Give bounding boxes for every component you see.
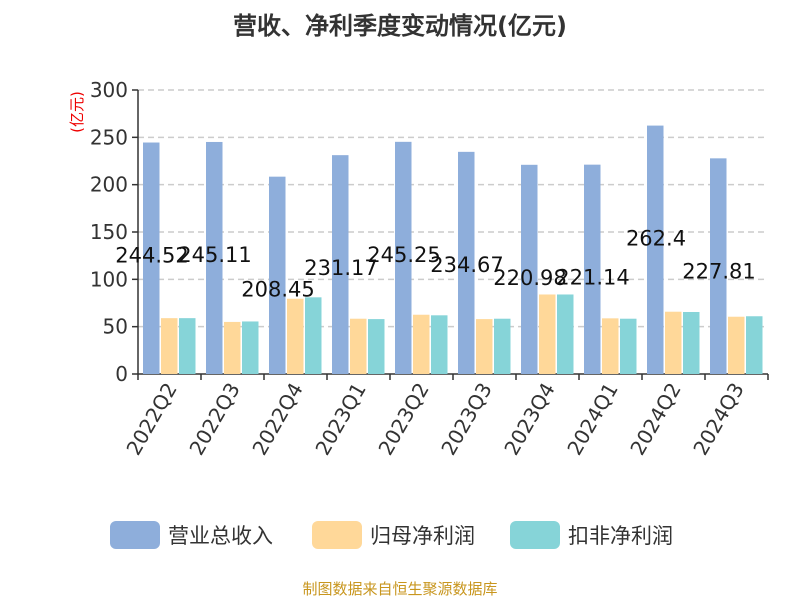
bar-revenue — [710, 158, 727, 374]
x-tick-label: 2024Q3 — [688, 379, 748, 460]
bar-deducted-net-profit — [305, 297, 322, 374]
bar-revenue — [647, 125, 664, 374]
x-tick-label: 2022Q4 — [247, 379, 307, 460]
bar-deducted-net-profit — [431, 315, 448, 374]
x-tick-label: 2024Q2 — [625, 379, 685, 460]
bar-deducted-net-profit — [620, 318, 637, 374]
legend-label: 扣非净利润 — [568, 524, 673, 548]
bar-deducted-net-profit — [557, 294, 574, 374]
y-tick-label: 100 — [90, 267, 128, 291]
bar-net-profit — [665, 311, 682, 374]
x-tick-label: 2023Q2 — [373, 379, 433, 460]
bar-deducted-net-profit — [242, 321, 259, 374]
y-tick-label: 250 — [90, 125, 128, 149]
bar-deducted-net-profit — [179, 318, 196, 374]
bar-deducted-net-profit — [683, 311, 700, 374]
bar-revenue — [458, 151, 475, 374]
data-label: 245.25 — [367, 243, 440, 267]
legend-label: 归母净利润 — [370, 524, 475, 548]
y-tick-label: 200 — [90, 173, 128, 197]
y-tick-label: 0 — [115, 362, 128, 386]
x-tick-label: 2023Q1 — [310, 379, 370, 460]
bar-revenue — [521, 164, 538, 374]
data-label: 208.45 — [241, 278, 314, 302]
data-label: 231.17 — [304, 256, 377, 280]
data-label: 262.4 — [626, 227, 686, 251]
legend-swatch — [312, 521, 362, 549]
bar-revenue — [395, 141, 412, 374]
y-tick-label: 300 — [90, 78, 128, 102]
data-label: 227.81 — [682, 259, 755, 283]
legend-swatch — [510, 521, 560, 549]
bar-revenue — [206, 141, 223, 374]
bar-revenue — [269, 176, 286, 374]
x-tick-label: 2024Q1 — [562, 379, 622, 460]
y-tick-label: 150 — [90, 220, 128, 244]
x-tick-label: 2023Q3 — [436, 379, 496, 460]
bar-revenue — [143, 142, 160, 374]
bar-deducted-net-profit — [494, 318, 511, 374]
bar-net-profit — [602, 318, 619, 374]
data-label: 245.11 — [178, 243, 251, 267]
bar-net-profit — [287, 298, 304, 374]
chart-title: 营收、净利季度变动情况(亿元) — [233, 12, 567, 40]
bar-net-profit — [728, 316, 745, 374]
bar-net-profit — [539, 294, 556, 374]
y-axis-label: (亿元) — [68, 91, 86, 133]
bar-revenue — [584, 164, 601, 374]
x-tick-label: 2023Q4 — [499, 379, 559, 460]
x-tick-label: 2022Q3 — [184, 379, 244, 460]
legend-swatch — [110, 521, 160, 549]
data-label: 234.67 — [430, 253, 503, 277]
bar-net-profit — [161, 318, 178, 374]
data-label: 220.98 — [493, 266, 566, 290]
bar-net-profit — [224, 321, 241, 374]
bar-net-profit — [350, 318, 367, 374]
x-tick-label: 2022Q2 — [121, 379, 181, 460]
bar-revenue — [332, 155, 349, 374]
data-label: 221.14 — [556, 266, 629, 290]
bar-net-profit — [476, 319, 493, 374]
bar-net-profit — [413, 314, 430, 374]
y-tick-label: 50 — [103, 315, 128, 339]
bar-deducted-net-profit — [746, 316, 763, 374]
legend-label: 营业总收入 — [168, 524, 273, 548]
data-label: 244.52 — [115, 244, 188, 268]
bar-deducted-net-profit — [368, 319, 385, 374]
source-note: 制图数据来自恒生聚源数据库 — [302, 580, 498, 598]
